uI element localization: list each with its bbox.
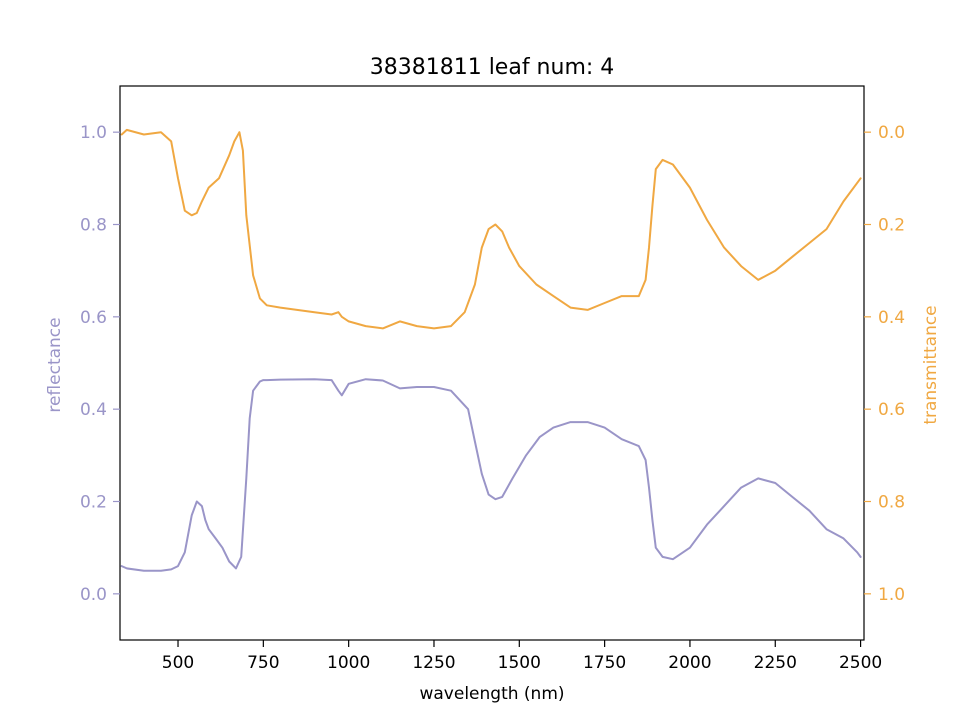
left-y-tick-label: 0.6 [80, 308, 107, 328]
right-y-tick-label: 0.4 [878, 308, 905, 328]
left-y-tick-label: 0.2 [80, 493, 107, 513]
right-y-tick-label: 0.2 [878, 216, 905, 236]
left-y-axis-ticks: 0.0 0.2 0.4 0.6 0.8 1.0 [80, 123, 120, 605]
x-tick-label: 500 [162, 653, 194, 673]
x-tick-label: 1750 [583, 653, 626, 673]
x-tick-label: 2250 [754, 653, 797, 673]
transmittance-series-line [120, 128, 862, 330]
x-tick-label: 2500 [839, 653, 882, 673]
left-y-tick-label: 0.4 [80, 400, 107, 420]
right-y-axis-label: transmittance [921, 305, 941, 424]
x-tick-label: 1500 [498, 653, 541, 673]
right-y-tick-label: 1.0 [878, 585, 905, 605]
right-y-tick-label: 0.6 [878, 400, 905, 420]
left-y-tick-label: 0.8 [80, 216, 107, 236]
right-y-tick-label: 0.0 [878, 123, 905, 143]
x-axis-ticks: 500 750 1000 1250 1500 1750 2000 2250 2500 [162, 640, 882, 673]
chart-title: 38381811 leaf num: 4 [370, 55, 615, 80]
right-y-tick-label: 0.8 [878, 493, 905, 513]
reflectance-series-line [120, 378, 862, 572]
left-y-tick-label: 1.0 [80, 123, 107, 143]
x-tick-label: 750 [247, 653, 279, 673]
x-tick-label: 1250 [412, 653, 455, 673]
plot-frame [119, 85, 865, 641]
x-tick-label: 2000 [668, 653, 711, 673]
right-y-axis-ticks: 0.0 0.2 0.4 0.6 0.8 1.0 [864, 123, 905, 605]
plot-lines [120, 128, 862, 572]
x-axis-label: wavelength (nm) [419, 684, 564, 704]
x-tick-label: 1000 [327, 653, 370, 673]
left-y-tick-label: 0.0 [80, 585, 107, 605]
left-y-axis-label: reflectance [45, 317, 65, 412]
